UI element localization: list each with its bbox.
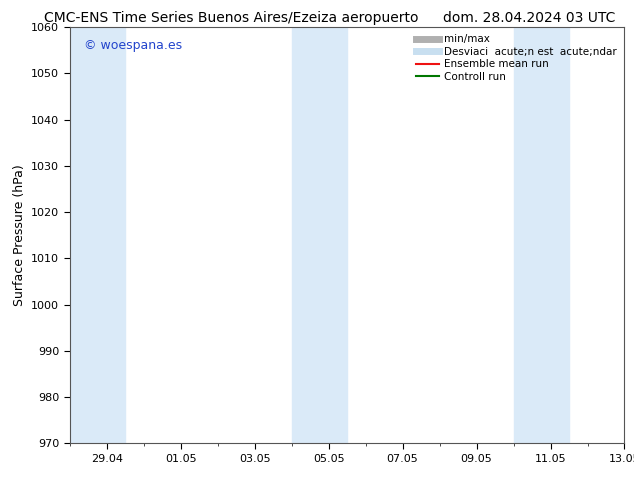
Text: CMC-ENS Time Series Buenos Aires/Ezeiza aeropuerto: CMC-ENS Time Series Buenos Aires/Ezeiza …: [44, 11, 419, 25]
Y-axis label: Surface Pressure (hPa): Surface Pressure (hPa): [13, 164, 25, 306]
Bar: [292, 27, 347, 443]
Text: dom. 28.04.2024 03 UTC: dom. 28.04.2024 03 UTC: [443, 11, 615, 25]
Bar: [514, 27, 569, 443]
Bar: [70, 27, 126, 443]
Legend: min/max, Desviaci  acute;n est  acute;ndar, Ensemble mean run, Controll run: min/max, Desviaci acute;n est acute;ndar…: [414, 32, 619, 84]
Text: © woespana.es: © woespana.es: [84, 40, 182, 52]
